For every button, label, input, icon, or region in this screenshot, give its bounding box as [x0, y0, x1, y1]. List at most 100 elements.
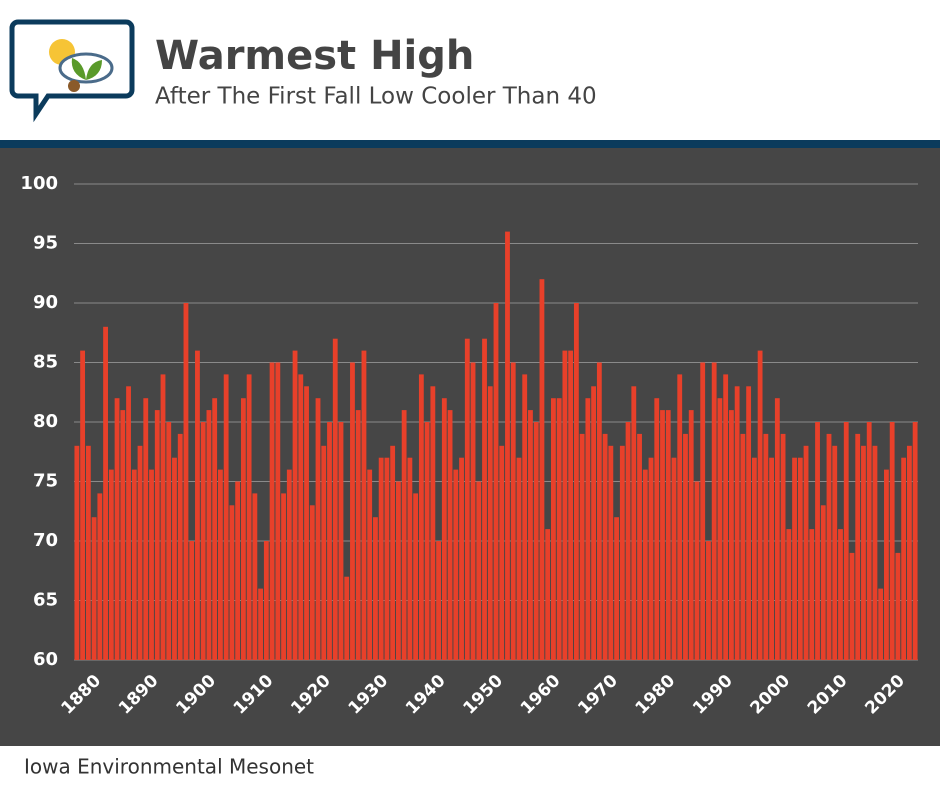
- y-tick-label: 85: [33, 352, 58, 373]
- bar: [281, 493, 286, 660]
- bar: [683, 433, 688, 660]
- bar: [642, 469, 648, 660]
- logo: [9, 19, 135, 123]
- bar: [579, 433, 585, 660]
- bar: [332, 338, 338, 660]
- bar: [499, 445, 505, 660]
- source: Iowa Environmental Mesonet: [24, 755, 314, 779]
- bar: [252, 493, 258, 660]
- bar: [436, 541, 441, 660]
- bar: [149, 469, 154, 660]
- bar: [585, 398, 591, 660]
- bar: [126, 386, 131, 660]
- bar: [401, 410, 407, 660]
- bar: [487, 386, 493, 660]
- bar: [901, 457, 907, 660]
- bar: [694, 481, 700, 660]
- bar: [728, 410, 734, 660]
- bar: [470, 362, 476, 660]
- bar: [223, 374, 229, 660]
- bar: [286, 469, 292, 660]
- bar: [539, 279, 545, 660]
- bar: [861, 445, 866, 660]
- bar: [556, 398, 562, 660]
- bar: [665, 410, 671, 660]
- bar: [459, 457, 464, 660]
- bar: [453, 469, 459, 660]
- bar: [786, 529, 792, 660]
- bar: [384, 457, 390, 660]
- bar: [85, 445, 91, 660]
- bar: [505, 231, 510, 660]
- bar: [763, 433, 769, 660]
- bar: [298, 374, 304, 660]
- bar: [131, 469, 137, 660]
- y-tick-label: 100: [20, 173, 58, 194]
- bar: [832, 445, 838, 660]
- bar: [671, 457, 677, 660]
- bar: [660, 410, 665, 660]
- bar: [246, 374, 252, 660]
- bar: [792, 457, 797, 660]
- bar: [912, 422, 918, 660]
- bar: [361, 350, 367, 660]
- bar: [172, 457, 177, 660]
- bar: [367, 469, 373, 660]
- bar: [516, 457, 522, 660]
- bar: [849, 552, 855, 660]
- bar: [551, 398, 556, 660]
- logo-seed: [68, 80, 80, 92]
- bar: [872, 445, 878, 660]
- bar: [528, 410, 533, 660]
- bar: [143, 398, 149, 660]
- bar: [780, 433, 786, 660]
- bar: [843, 422, 849, 660]
- bar: [108, 469, 114, 660]
- bar: [654, 398, 660, 660]
- bar: [878, 588, 884, 660]
- bar: [545, 529, 551, 660]
- bar: [80, 350, 86, 660]
- bar: [493, 303, 499, 660]
- bar: [855, 433, 861, 660]
- bar: [820, 505, 826, 660]
- y-tick-label: 95: [33, 233, 58, 254]
- chart-title: Warmest High: [155, 33, 474, 79]
- bar: [229, 505, 235, 660]
- bar: [160, 374, 166, 660]
- bar: [154, 410, 160, 660]
- bar: [441, 398, 447, 660]
- bar: [510, 362, 516, 660]
- bar: [269, 362, 275, 660]
- bar: [648, 457, 654, 660]
- logo-leaf: [71, 58, 102, 80]
- bar: [757, 350, 763, 660]
- y-tick-label: 75: [33, 471, 58, 492]
- bar: [315, 398, 321, 660]
- bar: [137, 445, 143, 660]
- bar: [430, 386, 436, 660]
- bar: [217, 469, 223, 660]
- bar: [103, 326, 108, 660]
- bar: [815, 422, 820, 660]
- y-tick-label: 90: [33, 292, 58, 313]
- bar: [114, 398, 120, 660]
- bar: [688, 410, 694, 660]
- bar: [889, 422, 895, 660]
- bar: [596, 362, 602, 660]
- bar: [212, 398, 218, 660]
- bar: [275, 362, 281, 660]
- bar: [240, 398, 246, 660]
- bar: [826, 433, 832, 660]
- bar: [884, 469, 889, 660]
- bar: [734, 386, 740, 660]
- y-tick-label: 80: [33, 411, 58, 432]
- bar: [355, 410, 361, 660]
- bar: [327, 422, 332, 660]
- y-tick-label: 60: [33, 649, 58, 670]
- bar: [809, 529, 815, 660]
- bar: [292, 350, 298, 660]
- y-tick-label: 70: [33, 530, 58, 551]
- bar: [447, 410, 453, 660]
